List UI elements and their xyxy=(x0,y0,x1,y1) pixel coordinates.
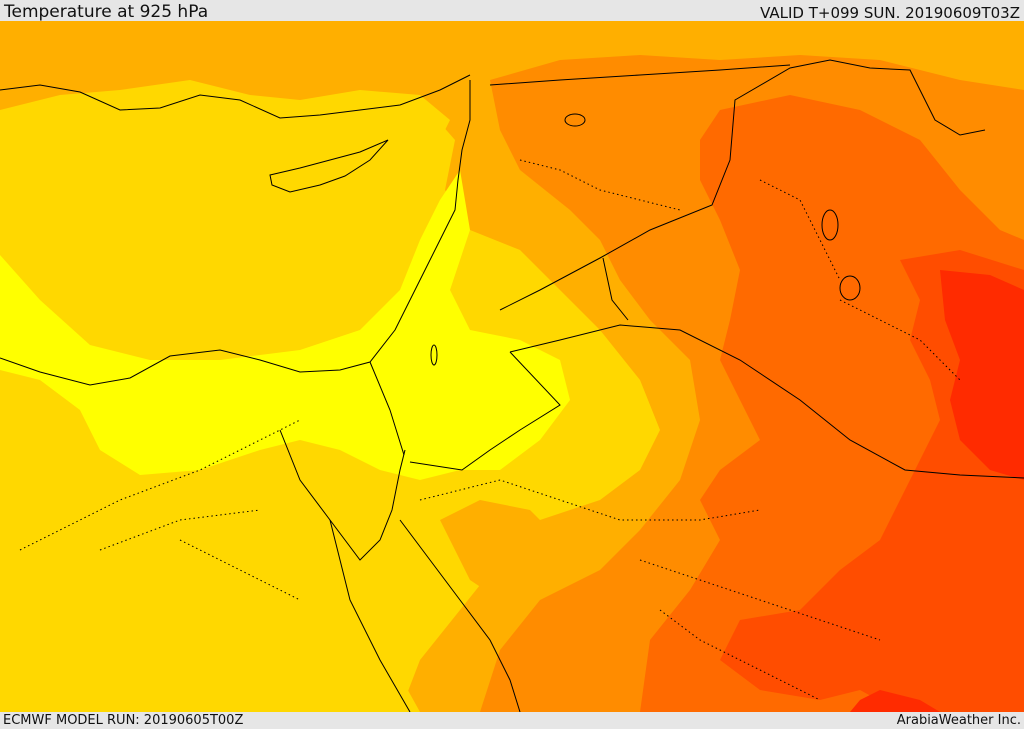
admin-line-1 xyxy=(19,419,301,551)
coastline-red-sea-west xyxy=(329,519,411,712)
admin-line-4 xyxy=(639,559,881,641)
field-yellow-sea xyxy=(40,175,390,340)
admin-line-2 xyxy=(99,509,261,551)
temperature-map[interactable] xyxy=(0,21,1024,712)
admin-line-3 xyxy=(419,479,761,521)
borders xyxy=(369,59,1024,479)
credit: ArabiaWeather Inc. xyxy=(896,713,1021,728)
map-canvas xyxy=(0,21,1024,712)
field-pale-yellow xyxy=(0,170,570,480)
admin-line-6 xyxy=(839,299,961,381)
coastline-sinai-suez xyxy=(279,429,406,561)
admin-line-7 xyxy=(519,159,681,211)
header-bar: Temperature at 925 hPa VALID T+099 SUN. … xyxy=(0,0,1024,21)
lake-assad xyxy=(564,113,586,127)
coastline-turkey xyxy=(0,74,471,119)
field-red-orange xyxy=(720,250,1024,712)
lake-habbaniyah xyxy=(839,275,861,301)
lakes xyxy=(430,113,861,366)
border-iraq-syria-link xyxy=(602,257,629,321)
border-turkey-syria xyxy=(489,64,791,86)
model-run: ECMWF MODEL RUN: 20190605T00Z xyxy=(3,713,244,728)
footer-bar: ECMWF MODEL RUN: 20190605T00Z ArabiaWeat… xyxy=(0,712,1024,729)
field-orange-southwest xyxy=(440,500,560,600)
coastline-red-sea-east xyxy=(399,519,521,712)
field-red xyxy=(850,270,1024,712)
admin-line-9 xyxy=(659,609,821,701)
border-jordan-saudi xyxy=(509,324,1024,479)
coastline-cyprus xyxy=(269,139,389,193)
border-jordan xyxy=(409,351,561,471)
lake-tharthar xyxy=(821,209,839,241)
border-egypt-israel xyxy=(369,361,405,456)
map-title: Temperature at 925 hPa xyxy=(4,2,209,22)
border-syria-iraq xyxy=(499,59,986,311)
valid-time: VALID T+099 SUN. 20190609T03Z xyxy=(760,4,1020,22)
admin-boundaries xyxy=(19,159,961,701)
dead-sea xyxy=(430,344,438,366)
